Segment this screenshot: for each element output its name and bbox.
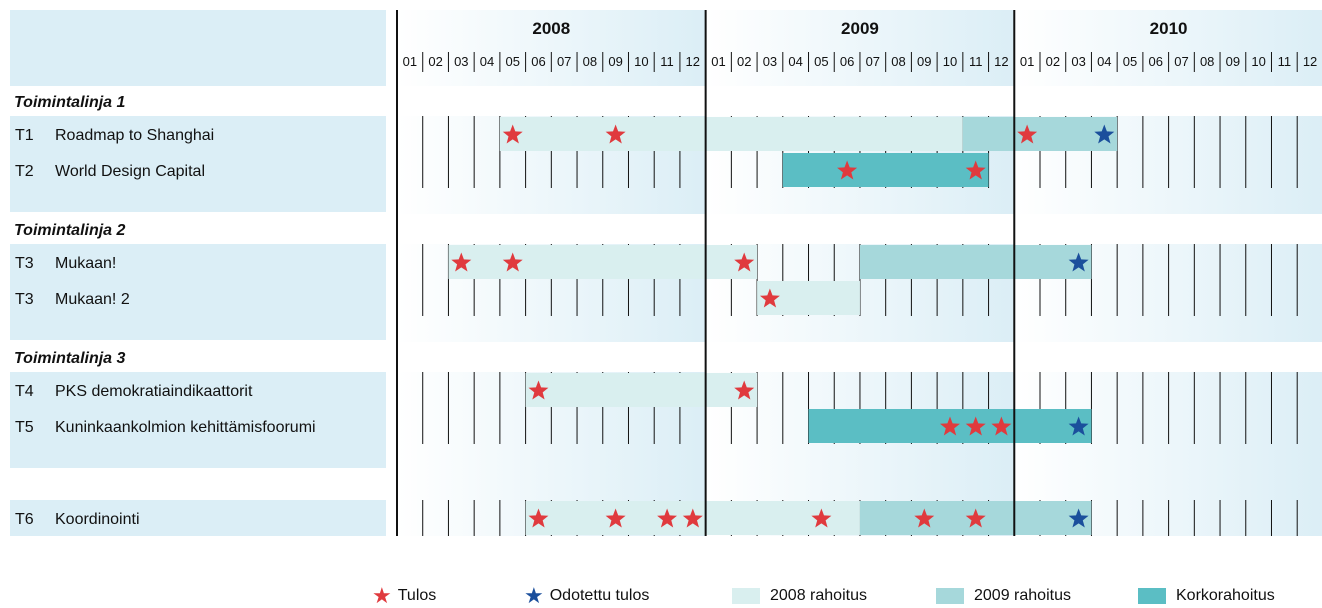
month-tick-label: 12 bbox=[686, 54, 700, 69]
legend-expected: ★ Odotettu tulos bbox=[524, 585, 649, 607]
task-code: T3 bbox=[15, 255, 34, 272]
task-bar-t1-1 bbox=[963, 117, 1117, 151]
month-tick-label: 05 bbox=[1123, 54, 1137, 69]
month-tick-label: 05 bbox=[506, 54, 520, 69]
funding-2008-swatch bbox=[732, 588, 760, 604]
task-code: T6 bbox=[15, 511, 34, 528]
task-bar-t1-0 bbox=[500, 117, 963, 151]
month-tick-label: 11 bbox=[1278, 54, 1292, 69]
month-tick-label: 01 bbox=[1020, 54, 1034, 69]
month-tick-label: 03 bbox=[1071, 54, 1085, 69]
month-tick-label: 12 bbox=[994, 54, 1008, 69]
task-code: T3 bbox=[15, 291, 34, 308]
month-tick-label: 06 bbox=[1149, 54, 1163, 69]
month-tick-label: 08 bbox=[1200, 54, 1214, 69]
task-name: Koordinointi bbox=[55, 511, 140, 528]
high-funding-swatch bbox=[1138, 588, 1166, 604]
year-label: 2010 bbox=[1150, 19, 1188, 38]
legend-funding-2009: 2009 rahoitus bbox=[936, 585, 1071, 607]
expected-star-icon: ★ bbox=[524, 588, 544, 604]
month-tick-label: 10 bbox=[1251, 54, 1265, 69]
month-tick-label: 09 bbox=[608, 54, 622, 69]
month-tick-label: 03 bbox=[763, 54, 777, 69]
header-label-band bbox=[10, 10, 386, 86]
legend-result: ★ Tulos bbox=[372, 585, 436, 607]
month-tick-label: 12 bbox=[1303, 54, 1317, 69]
legend-funding-2008-label: 2008 rahoitus bbox=[770, 587, 867, 605]
month-tick-label: 04 bbox=[480, 54, 494, 69]
task-code: T1 bbox=[15, 127, 34, 144]
month-tick-label: 06 bbox=[840, 54, 854, 69]
legend-result-label: Tulos bbox=[398, 587, 437, 605]
task-name: Mukaan! bbox=[55, 255, 116, 272]
month-tick-label: 02 bbox=[737, 54, 751, 69]
month-tick-label: 01 bbox=[711, 54, 725, 69]
month-tick-label: 07 bbox=[1174, 54, 1188, 69]
month-tick-label: 08 bbox=[891, 54, 905, 69]
task-name: Roadmap to Shanghai bbox=[55, 127, 214, 144]
month-tick-label: 11 bbox=[969, 54, 983, 69]
legend-funding-2009-label: 2009 rahoitus bbox=[974, 587, 1071, 605]
month-tick-label: 07 bbox=[866, 54, 880, 69]
month-tick-label: 08 bbox=[583, 54, 597, 69]
task-name: World Design Capital bbox=[55, 163, 205, 180]
task-bar-t3-0 bbox=[448, 245, 757, 279]
group-row-bg-2 bbox=[0, 342, 1322, 372]
group-row-bg-0 bbox=[0, 86, 1322, 116]
result-star-icon: ★ bbox=[372, 588, 392, 604]
month-tick-label: 09 bbox=[917, 54, 931, 69]
month-tick-label: 09 bbox=[1226, 54, 1240, 69]
month-tick-label: 07 bbox=[557, 54, 571, 69]
task-bar-t4-0 bbox=[526, 373, 757, 407]
month-tick-label: 10 bbox=[634, 54, 648, 69]
group-title: Toimintalinja 2 bbox=[14, 222, 126, 239]
month-tick-label: 01 bbox=[403, 54, 417, 69]
month-tick-label: 11 bbox=[660, 54, 674, 69]
task-name: Kuninkaankolmion kehittämisfoorumi bbox=[55, 419, 316, 436]
task-name: PKS demokratiaindikaattorit bbox=[55, 383, 253, 400]
task-name: Mukaan! 2 bbox=[55, 291, 130, 308]
year-label: 2008 bbox=[532, 19, 570, 38]
funding-2009-swatch bbox=[936, 588, 964, 604]
month-tick-label: 05 bbox=[814, 54, 828, 69]
task-bar-t3-1 bbox=[860, 245, 1091, 279]
month-tick-label: 06 bbox=[531, 54, 545, 69]
group-row-bg-1 bbox=[0, 214, 1322, 244]
task-code: T5 bbox=[15, 419, 34, 436]
month-tick-label: 04 bbox=[1097, 54, 1111, 69]
task-bar-t2-0 bbox=[783, 153, 989, 187]
legend-funding-2008: 2008 rahoitus bbox=[732, 585, 867, 607]
legend-high-funding: Korkorahoitus bbox=[1138, 585, 1275, 607]
month-tick-label: 10 bbox=[943, 54, 957, 69]
month-tick-label: 02 bbox=[1046, 54, 1060, 69]
month-tick-label: 03 bbox=[454, 54, 468, 69]
month-tick-label: 04 bbox=[788, 54, 802, 69]
task-code: T4 bbox=[15, 383, 34, 400]
legend-high-funding-label: Korkorahoitus bbox=[1176, 587, 1275, 605]
month-tick-label: 02 bbox=[428, 54, 442, 69]
group-title: Toimintalinja 3 bbox=[14, 350, 126, 367]
year-label: 2009 bbox=[841, 19, 879, 38]
legend-expected-label: Odotettu tulos bbox=[550, 587, 650, 605]
group-title: Toimintalinja 1 bbox=[14, 94, 126, 111]
task-code: T2 bbox=[15, 163, 34, 180]
